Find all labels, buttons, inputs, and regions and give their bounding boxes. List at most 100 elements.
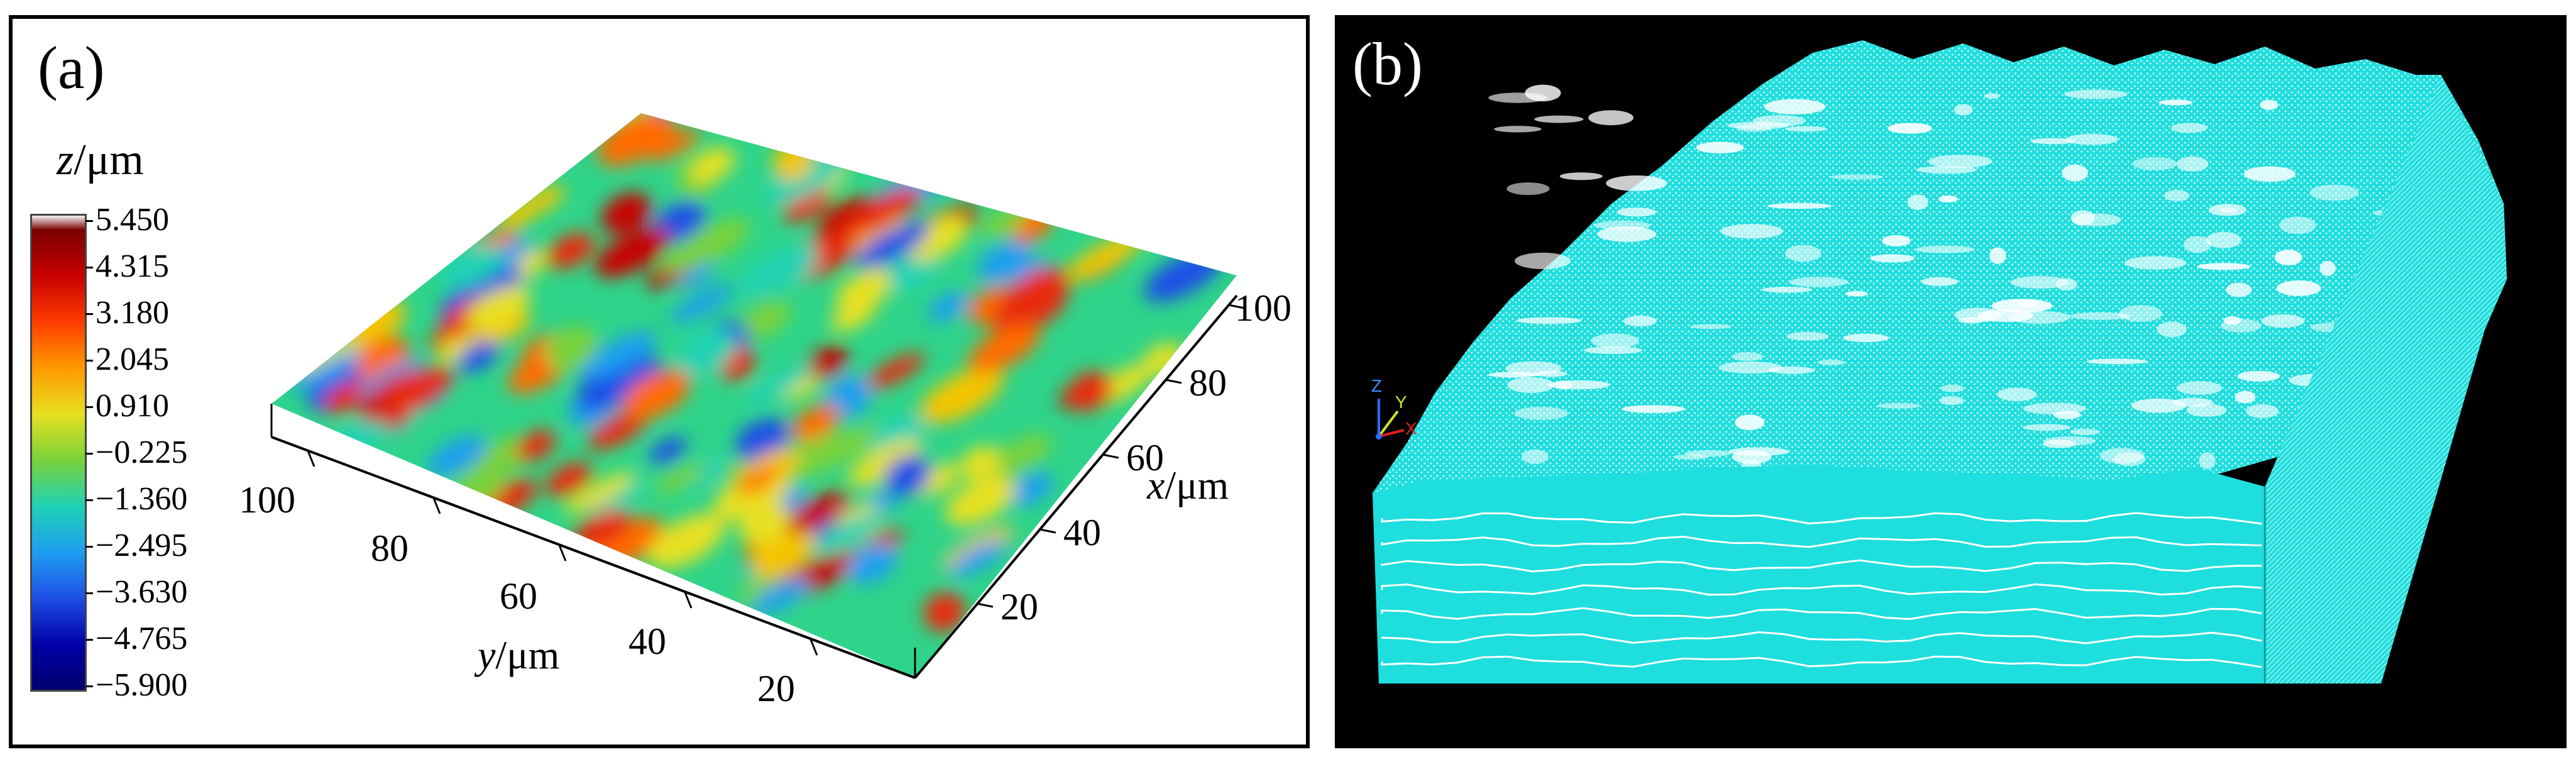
surface-highlight xyxy=(2183,236,2212,253)
surface-highlight xyxy=(2019,300,2036,307)
x-tick xyxy=(977,602,994,608)
surface-highlight xyxy=(2235,390,2255,404)
surface-blobs xyxy=(290,113,1222,632)
surface-blob xyxy=(744,365,813,406)
surface-blob xyxy=(595,227,670,278)
surface-blob xyxy=(378,366,454,416)
surface-highlight xyxy=(2042,440,2076,448)
surface-highlight xyxy=(1494,126,1542,133)
surface-highlight xyxy=(2279,216,2316,235)
colorbar-tick-label: −4.765 xyxy=(85,621,188,656)
surface-blob xyxy=(290,350,364,393)
surface-blob xyxy=(664,220,748,272)
surface-blob xyxy=(324,382,368,414)
colorbar-tick-label: 5.450 xyxy=(85,202,169,238)
x-tick xyxy=(1165,379,1182,384)
layer-line xyxy=(1381,559,2262,573)
surface-highlight xyxy=(2157,321,2187,338)
surface-highlight xyxy=(1785,126,1828,132)
surface-highlight xyxy=(2069,428,2100,435)
surface-blob xyxy=(968,324,1040,373)
panel-a: (a) z/μm 5.450 4.315 3.180 2.045 0.910 −0.225… xyxy=(9,15,1310,748)
surface-highlight xyxy=(2010,276,2069,289)
surface-blob xyxy=(597,113,675,167)
surface-highlight xyxy=(2320,260,2336,276)
surface-highlight xyxy=(1870,254,1915,263)
x-tick-label: 80 xyxy=(1189,362,1227,404)
colorbar-tick-label: −2.495 xyxy=(85,528,188,563)
mesh-right-face xyxy=(2265,75,2507,684)
colorbar-tick-label: 4.315 xyxy=(85,248,169,284)
surface-highlight xyxy=(2199,452,2216,469)
surface-highlight xyxy=(2171,123,2208,133)
layer-line xyxy=(1381,583,2262,596)
surface-highlight xyxy=(2030,138,2076,145)
surface-blob xyxy=(923,592,965,632)
surface-blob xyxy=(736,301,791,340)
surface-highlight xyxy=(1506,182,1550,196)
surface-highlight xyxy=(2132,157,2178,170)
surface-blob xyxy=(977,241,1032,284)
surface-highlight xyxy=(1731,352,1763,362)
surface-blob xyxy=(791,404,840,440)
surface-highlight xyxy=(1623,315,1657,327)
surface-highlight xyxy=(2159,99,2193,106)
surface-blob xyxy=(855,221,930,269)
surface-highlight xyxy=(2066,133,2118,145)
surface-highlight xyxy=(1735,414,1765,431)
y-axis-var: y xyxy=(478,633,496,677)
surface-blob xyxy=(647,514,725,568)
surface-highlight xyxy=(2261,314,2305,328)
surface-highlight xyxy=(2186,404,2227,417)
surface-highlight xyxy=(1915,245,1975,253)
surface-highlight xyxy=(1507,377,1555,393)
surface-blob xyxy=(1008,472,1053,506)
surface-highlight xyxy=(1514,407,1569,420)
surface-highlight xyxy=(1685,450,1731,457)
surface-highlight xyxy=(1768,366,1815,374)
surface-blob xyxy=(806,346,848,379)
surface-blob xyxy=(478,311,531,346)
mesh-model xyxy=(1373,40,2507,684)
surface-highlight xyxy=(1789,277,1849,287)
surface-highlight xyxy=(2244,166,2296,182)
surface-highlight xyxy=(1588,110,1634,126)
surface-blob xyxy=(826,375,872,418)
surface-highlight xyxy=(2022,424,2071,431)
surface-highlight xyxy=(1767,202,1832,209)
surface-highlight xyxy=(2176,381,2222,395)
surface-highlight xyxy=(2064,89,2128,99)
colorbar-tick-label: 0.910 xyxy=(85,388,169,424)
surface-highlight xyxy=(1606,175,1667,191)
surface-highlight xyxy=(1584,346,1643,354)
surface-highlight xyxy=(1515,252,1571,269)
y-tick-label: 20 xyxy=(757,668,795,709)
surface-highlight xyxy=(2237,371,2280,382)
surface-highlight xyxy=(2124,256,2187,270)
surface-blob xyxy=(545,462,592,497)
surface-highlight xyxy=(1921,277,1958,286)
surface xyxy=(271,113,1237,678)
surface-blob xyxy=(515,430,556,462)
surface-highlight xyxy=(1786,332,1829,341)
x-axis-line xyxy=(914,294,1238,679)
surface-highlight xyxy=(2164,190,2190,201)
surface-blob xyxy=(885,455,931,495)
surface-highlight xyxy=(2197,263,2251,270)
surface-highlight xyxy=(1882,235,1911,246)
panel-b-label: (b) xyxy=(1352,30,1423,97)
layer-line xyxy=(1381,655,2262,668)
surface-highlight xyxy=(1887,123,1932,134)
surface-blob xyxy=(928,292,970,322)
surface-blob xyxy=(427,435,487,477)
surface-highlight xyxy=(2260,99,2278,110)
surface-blob xyxy=(544,326,598,371)
triad-y-axis xyxy=(1378,410,1399,438)
y-axis-line xyxy=(271,436,916,679)
surface-highlight xyxy=(1762,287,1812,293)
surface-blob xyxy=(750,577,810,616)
surface-highlight xyxy=(2274,250,2303,265)
surface-blob xyxy=(843,187,922,236)
colorbar-title: z/μm xyxy=(57,135,144,185)
surface-highlight xyxy=(2131,398,2186,413)
